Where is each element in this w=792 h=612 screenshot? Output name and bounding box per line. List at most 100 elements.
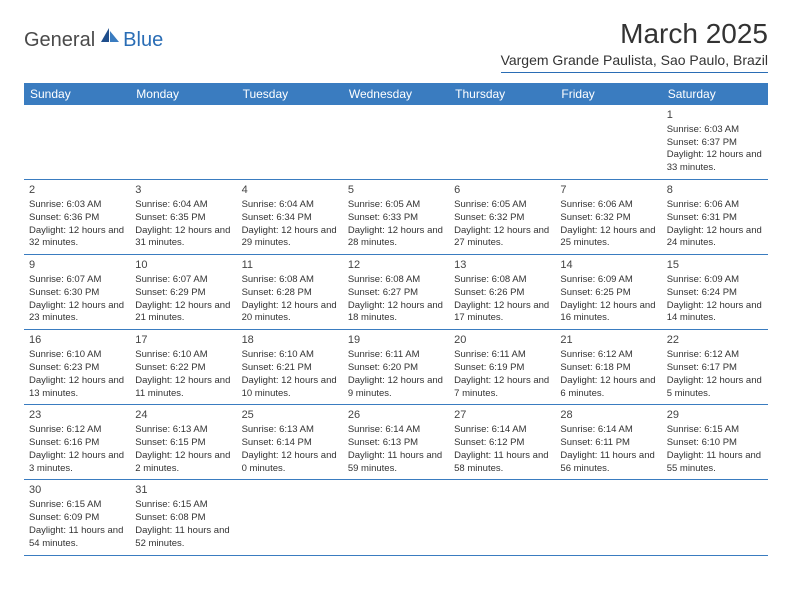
sunrise-line: Sunrise: 6:08 AM bbox=[454, 274, 550, 287]
calendar-cell: 7Sunrise: 6:06 AMSunset: 6:32 PMDaylight… bbox=[555, 180, 661, 254]
sunset-value: 6:14 PM bbox=[276, 437, 311, 448]
sunrise-line: Sunrise: 6:14 AM bbox=[348, 424, 444, 437]
sunrise-label: Sunrise: bbox=[667, 274, 702, 285]
sunrise-line: Sunrise: 6:12 AM bbox=[667, 349, 763, 362]
sunset-label: Sunset: bbox=[560, 437, 592, 448]
sunset-label: Sunset: bbox=[560, 212, 592, 223]
sunset-label: Sunset: bbox=[667, 137, 699, 148]
calendar-week: 1Sunrise: 6:03 AMSunset: 6:37 PMDaylight… bbox=[24, 105, 768, 180]
daylight-label: Daylight: bbox=[242, 375, 279, 386]
daylight-label: Daylight: bbox=[348, 450, 385, 461]
day-number: 18 bbox=[242, 333, 338, 348]
sunrise-label: Sunrise: bbox=[29, 199, 64, 210]
sunset-value: 6:27 PM bbox=[383, 287, 418, 298]
sunrise-label: Sunrise: bbox=[29, 274, 64, 285]
sunrise-line: Sunrise: 6:03 AM bbox=[29, 199, 125, 212]
sunrise-value: 6:11 AM bbox=[492, 349, 526, 360]
daylight-label: Daylight: bbox=[242, 300, 279, 311]
day-number: 29 bbox=[667, 408, 763, 423]
calendar-cell: 30Sunrise: 6:15 AMSunset: 6:09 PMDayligh… bbox=[24, 480, 130, 554]
calendar-cell: 20Sunrise: 6:11 AMSunset: 6:19 PMDayligh… bbox=[449, 330, 555, 404]
sunset-label: Sunset: bbox=[348, 437, 380, 448]
sunrise-line: Sunrise: 6:07 AM bbox=[135, 274, 231, 287]
day-number: 14 bbox=[560, 258, 656, 273]
daylight-line: Daylight: 12 hours and 14 minutes. bbox=[667, 300, 763, 326]
sunset-value: 6:35 PM bbox=[170, 212, 205, 223]
calendar-cell-empty bbox=[130, 105, 236, 179]
daylight-label: Daylight: bbox=[135, 375, 172, 386]
location-text: Vargem Grande Paulista, Sao Paulo, Brazi… bbox=[501, 52, 768, 73]
sunset-line: Sunset: 6:16 PM bbox=[29, 437, 125, 450]
sunrise-value: 6:10 AM bbox=[279, 349, 314, 360]
sunset-value: 6:18 PM bbox=[595, 362, 630, 373]
daylight-line: Daylight: 12 hours and 9 minutes. bbox=[348, 375, 444, 401]
daylight-label: Daylight: bbox=[29, 375, 66, 386]
sunset-line: Sunset: 6:26 PM bbox=[454, 287, 550, 300]
daylight-line: Daylight: 11 hours and 52 minutes. bbox=[135, 525, 231, 551]
sunset-label: Sunset: bbox=[135, 512, 167, 523]
calendar-cell-empty bbox=[449, 480, 555, 554]
calendar-cell: 11Sunrise: 6:08 AMSunset: 6:28 PMDayligh… bbox=[237, 255, 343, 329]
sunset-line: Sunset: 6:10 PM bbox=[667, 437, 763, 450]
daylight-line: Daylight: 11 hours and 56 minutes. bbox=[560, 450, 656, 476]
logo-text-general: General bbox=[24, 29, 95, 52]
daylight-line: Daylight: 12 hours and 16 minutes. bbox=[560, 300, 656, 326]
day-number: 13 bbox=[454, 258, 550, 273]
daylight-line: Daylight: 12 hours and 33 minutes. bbox=[667, 149, 763, 175]
calendar-cell: 15Sunrise: 6:09 AMSunset: 6:24 PMDayligh… bbox=[662, 255, 768, 329]
sunset-value: 6:30 PM bbox=[64, 287, 99, 298]
daylight-line: Daylight: 12 hours and 27 minutes. bbox=[454, 225, 550, 251]
sunset-value: 6:37 PM bbox=[702, 137, 737, 148]
sunrise-line: Sunrise: 6:10 AM bbox=[29, 349, 125, 362]
sunrise-label: Sunrise: bbox=[29, 499, 64, 510]
calendar-cell: 14Sunrise: 6:09 AMSunset: 6:25 PMDayligh… bbox=[555, 255, 661, 329]
sunset-label: Sunset: bbox=[135, 437, 167, 448]
day-number: 16 bbox=[29, 333, 125, 348]
sunset-label: Sunset: bbox=[242, 287, 274, 298]
sunset-line: Sunset: 6:14 PM bbox=[242, 437, 338, 450]
sunset-value: 6:16 PM bbox=[64, 437, 99, 448]
daylight-line: Daylight: 12 hours and 2 minutes. bbox=[135, 450, 231, 476]
sunrise-value: 6:09 AM bbox=[598, 274, 633, 285]
sunset-label: Sunset: bbox=[560, 287, 592, 298]
sunrise-line: Sunrise: 6:04 AM bbox=[242, 199, 338, 212]
sunset-value: 6:17 PM bbox=[702, 362, 737, 373]
sunset-line: Sunset: 6:32 PM bbox=[454, 212, 550, 225]
sunset-line: Sunset: 6:12 PM bbox=[454, 437, 550, 450]
day-number: 11 bbox=[242, 258, 338, 273]
sunrise-value: 6:15 AM bbox=[704, 424, 739, 435]
sunset-value: 6:11 PM bbox=[595, 437, 630, 448]
day-number: 21 bbox=[560, 333, 656, 348]
sunrise-value: 6:08 AM bbox=[492, 274, 527, 285]
daylight-label: Daylight: bbox=[560, 450, 597, 461]
daylight-label: Daylight: bbox=[667, 149, 704, 160]
daylight-label: Daylight: bbox=[454, 225, 491, 236]
daylight-label: Daylight: bbox=[348, 375, 385, 386]
sunrise-label: Sunrise: bbox=[242, 274, 277, 285]
sunrise-value: 6:08 AM bbox=[385, 274, 420, 285]
sunset-value: 6:26 PM bbox=[489, 287, 524, 298]
sunrise-line: Sunrise: 6:12 AM bbox=[29, 424, 125, 437]
daylight-line: Daylight: 12 hours and 0 minutes. bbox=[242, 450, 338, 476]
calendar-cell: 19Sunrise: 6:11 AMSunset: 6:20 PMDayligh… bbox=[343, 330, 449, 404]
sunset-label: Sunset: bbox=[454, 212, 486, 223]
daylight-line: Daylight: 12 hours and 18 minutes. bbox=[348, 300, 444, 326]
daylight-label: Daylight: bbox=[242, 450, 279, 461]
sunset-line: Sunset: 6:08 PM bbox=[135, 512, 231, 525]
daylight-label: Daylight: bbox=[560, 300, 597, 311]
sunset-value: 6:25 PM bbox=[595, 287, 630, 298]
day-number: 6 bbox=[454, 183, 550, 198]
sunset-label: Sunset: bbox=[29, 212, 61, 223]
daylight-label: Daylight: bbox=[667, 300, 704, 311]
daylight-line: Daylight: 12 hours and 7 minutes. bbox=[454, 375, 550, 401]
daylight-line: Daylight: 12 hours and 17 minutes. bbox=[454, 300, 550, 326]
sunset-value: 6:31 PM bbox=[702, 212, 737, 223]
sunrise-line: Sunrise: 6:11 AM bbox=[454, 349, 550, 362]
sunrise-label: Sunrise: bbox=[454, 349, 489, 360]
sunset-line: Sunset: 6:15 PM bbox=[135, 437, 231, 450]
daylight-line: Daylight: 12 hours and 13 minutes. bbox=[29, 375, 125, 401]
daylight-line: Daylight: 12 hours and 28 minutes. bbox=[348, 225, 444, 251]
daylight-label: Daylight: bbox=[135, 525, 172, 536]
sunset-label: Sunset: bbox=[454, 362, 486, 373]
day-number: 4 bbox=[242, 183, 338, 198]
